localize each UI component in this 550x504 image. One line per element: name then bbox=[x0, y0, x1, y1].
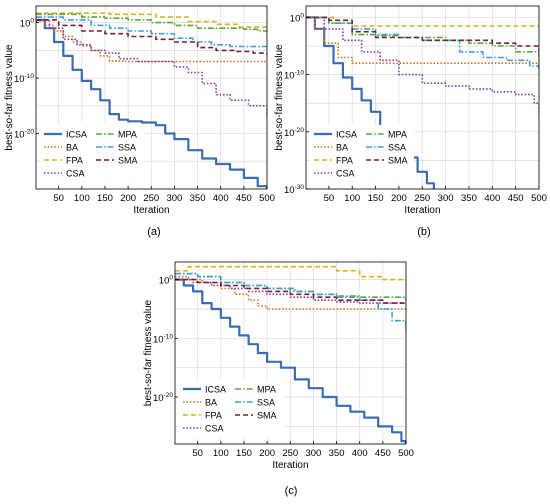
panel-label: (c) bbox=[285, 485, 298, 497]
legend-entry-label: SMA bbox=[118, 156, 138, 166]
x-tick-label: 150 bbox=[97, 193, 113, 204]
x-tick-label: 500 bbox=[259, 193, 275, 204]
series-line-ba bbox=[306, 16, 539, 64]
y-tick-label: 100 bbox=[290, 12, 305, 24]
legend-entry-label: MPA bbox=[257, 385, 276, 395]
x-tick-label: 300 bbox=[305, 448, 321, 459]
x-tick-label: 500 bbox=[398, 448, 414, 459]
legend-entry-label: SSA bbox=[388, 143, 406, 153]
x-tick-label: 200 bbox=[391, 193, 407, 204]
legend-entry-label: CSA bbox=[205, 424, 224, 434]
series-line-fpa bbox=[36, 12, 267, 30]
series-lines bbox=[175, 265, 406, 444]
y-tick-label: 10-20 bbox=[14, 129, 34, 141]
y-axis-label: best-so-far fitness value bbox=[4, 44, 15, 151]
legend: ICSA MPA BA SSA FPA SMA CSA bbox=[40, 125, 144, 183]
x-axis-label: Iteration bbox=[272, 460, 308, 471]
legend-entry-label: CSA bbox=[336, 169, 355, 179]
series-line-mpa bbox=[36, 13, 267, 34]
legend-entry-label: FPA bbox=[66, 156, 83, 166]
legend: ICSA MPA BA SSA FPA SMA CSA bbox=[179, 380, 283, 438]
y-tick-label: 100 bbox=[159, 275, 174, 287]
x-axis-label: Iteration bbox=[404, 205, 440, 216]
legend-entry-label: SMA bbox=[388, 156, 408, 166]
y-tick-label: 10-20 bbox=[153, 392, 173, 404]
x-tick-label: 350 bbox=[461, 193, 477, 204]
legend-entry-label: ICSA bbox=[66, 130, 87, 140]
x-tick-label: 250 bbox=[143, 193, 159, 204]
panel-label: (b) bbox=[417, 226, 430, 238]
x-axis-label: Iteration bbox=[133, 205, 169, 216]
legend-entry-label: ICSA bbox=[336, 130, 357, 140]
x-tick-label: 450 bbox=[508, 193, 524, 204]
legend-entry-label: FPA bbox=[205, 411, 222, 421]
x-tick-label: 350 bbox=[190, 193, 206, 204]
legend-entry-label: MPA bbox=[388, 130, 407, 140]
x-tick-label: 300 bbox=[438, 193, 454, 204]
x-tick-label: 150 bbox=[368, 193, 384, 204]
x-tick-label: 400 bbox=[213, 193, 229, 204]
legend-entry-label: BA bbox=[336, 143, 348, 153]
legend-entry-label: FPA bbox=[336, 156, 353, 166]
y-axis-label: best-so-far fitness value bbox=[143, 299, 154, 406]
x-tick-label: 400 bbox=[484, 193, 500, 204]
series-line-icsa bbox=[306, 16, 435, 189]
series-line-sma bbox=[175, 278, 406, 304]
series-lines bbox=[36, 12, 267, 189]
legend-entry-label: ICSA bbox=[205, 385, 226, 395]
y-tick-label: 10-10 bbox=[14, 73, 34, 85]
panel-label: (a) bbox=[147, 226, 160, 238]
x-tick-label: 50 bbox=[192, 448, 203, 459]
x-tick-label: 100 bbox=[344, 193, 360, 204]
x-tick-label: 450 bbox=[236, 193, 252, 204]
legend-entry-label: SSA bbox=[118, 143, 136, 153]
y-tick-label: 10-30 bbox=[284, 184, 304, 196]
series-line-mpa bbox=[306, 16, 539, 69]
x-tick-label: 100 bbox=[74, 193, 90, 204]
x-tick-label: 200 bbox=[259, 448, 275, 459]
series-line-ba bbox=[175, 275, 406, 310]
series-line-ssa bbox=[175, 272, 406, 333]
x-tick-label: 100 bbox=[213, 448, 229, 459]
x-tick-label: 150 bbox=[236, 448, 252, 459]
y-tick-label: 100 bbox=[20, 18, 35, 30]
x-tick-label: 400 bbox=[352, 448, 368, 459]
y-tick-label: 10-10 bbox=[153, 333, 173, 345]
legend-entry-label: BA bbox=[205, 398, 217, 408]
legend: ICSA MPA BA SSA FPA SMA CSA bbox=[310, 125, 414, 183]
chart-panel-2: 50 100 150 200 250 300 350 400 450 500 100 10-10 10-… bbox=[274, 5, 547, 216]
y-tick-label: 10-10 bbox=[284, 70, 304, 82]
series-line-icsa bbox=[36, 18, 267, 189]
series-line-csa bbox=[36, 19, 267, 117]
series-lines bbox=[306, 16, 539, 189]
chart-panel-1: 50 100 150 200 250 300 350 400 450 500 100 10-10 10-… bbox=[4, 5, 275, 216]
series-line-csa bbox=[306, 16, 539, 115]
x-tick-label: 450 bbox=[375, 448, 391, 459]
x-tick-label: 50 bbox=[324, 193, 335, 204]
series-line-icsa bbox=[175, 278, 406, 444]
x-tick-label: 500 bbox=[531, 193, 547, 204]
legend-entry-label: BA bbox=[66, 143, 78, 153]
legend-entry-label: SMA bbox=[257, 411, 277, 421]
y-axis-label: best-so-far fitness value bbox=[274, 44, 285, 151]
series-line-ssa bbox=[36, 16, 267, 48]
series-line-sma bbox=[36, 19, 267, 55]
x-tick-label: 200 bbox=[120, 193, 136, 204]
x-tick-label: 250 bbox=[282, 448, 298, 459]
y-tick-label: 10-20 bbox=[284, 127, 304, 139]
x-tick-label: 300 bbox=[166, 193, 182, 204]
x-tick-label: 250 bbox=[414, 193, 430, 204]
legend-entry-label: CSA bbox=[66, 169, 85, 179]
series-line-sma bbox=[306, 16, 539, 52]
legend-entry-label: SSA bbox=[257, 398, 275, 408]
x-tick-label: 50 bbox=[53, 193, 64, 204]
x-tick-label: 350 bbox=[329, 448, 345, 459]
series-line-fpa bbox=[175, 265, 406, 281]
legend-entry-label: MPA bbox=[118, 130, 137, 140]
series-line-ba bbox=[36, 20, 267, 63]
series-line-ssa bbox=[306, 16, 539, 69]
series-line-csa bbox=[175, 278, 406, 305]
chart-panel-3: 50 100 150 200 250 300 350 400 450 500 100 10-10 10-… bbox=[143, 261, 414, 471]
